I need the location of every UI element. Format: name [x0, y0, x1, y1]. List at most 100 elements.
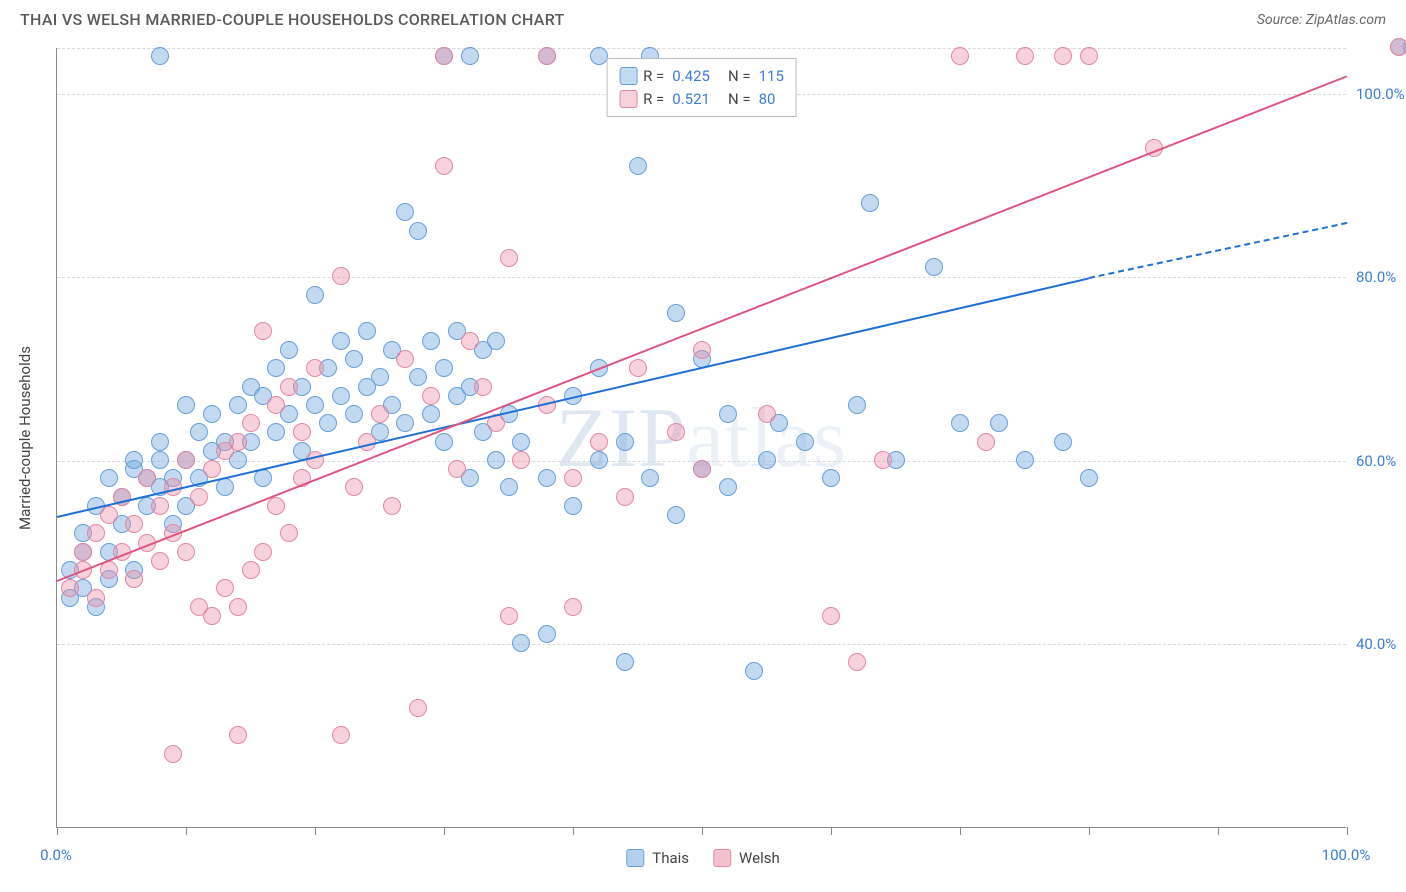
data-point: [641, 469, 659, 487]
data-point: [267, 396, 285, 414]
data-point: [564, 497, 582, 515]
data-point: [500, 478, 518, 496]
x-tick: [186, 827, 187, 835]
source-attribution: Source: ZipAtlas.com: [1257, 12, 1386, 28]
data-point: [487, 451, 505, 469]
data-point: [190, 423, 208, 441]
data-point: [512, 634, 530, 652]
data-point: [332, 267, 350, 285]
legend-n-value: 115: [759, 65, 784, 88]
data-point: [693, 460, 711, 478]
y-axis-label: Married-couple Households: [16, 346, 34, 530]
data-point: [848, 396, 866, 414]
data-point: [629, 359, 647, 377]
data-point: [435, 47, 453, 65]
data-point: [125, 451, 143, 469]
data-point: [280, 341, 298, 359]
data-point: [422, 405, 440, 423]
legend-row: R =0.521N =80: [619, 88, 784, 111]
data-point: [538, 625, 556, 643]
data-point: [693, 341, 711, 359]
data-point: [306, 359, 324, 377]
y-tick-label: 100.0%: [1356, 85, 1406, 103]
data-point: [100, 469, 118, 487]
data-point: [332, 332, 350, 350]
data-point: [422, 387, 440, 405]
data-point: [667, 506, 685, 524]
data-point: [203, 607, 221, 625]
data-point: [667, 304, 685, 322]
data-point: [435, 157, 453, 175]
data-point: [538, 469, 556, 487]
data-point: [216, 579, 234, 597]
legend-swatch: [626, 849, 644, 867]
data-point: [1016, 47, 1034, 65]
data-point: [151, 433, 169, 451]
data-point: [396, 203, 414, 221]
y-axis-label-container: Married-couple Households: [10, 48, 40, 828]
data-point: [758, 451, 776, 469]
legend-row: R =0.425N =115: [619, 65, 784, 88]
data-point: [951, 414, 969, 432]
data-point: [306, 396, 324, 414]
data-point: [358, 322, 376, 340]
data-point: [616, 488, 634, 506]
data-point: [500, 607, 518, 625]
data-point: [925, 258, 943, 276]
data-point: [151, 47, 169, 65]
legend-item: Thais: [626, 849, 689, 867]
data-point: [474, 378, 492, 396]
legend-n-value: 80: [759, 88, 776, 111]
data-point: [229, 598, 247, 616]
x-tick: [1089, 827, 1090, 835]
data-point: [500, 249, 518, 267]
legend-label: Thais: [652, 849, 689, 867]
data-point: [267, 423, 285, 441]
data-point: [345, 405, 363, 423]
data-point: [87, 589, 105, 607]
data-point: [280, 524, 298, 542]
x-tick-label: 100.0%: [1322, 846, 1371, 864]
legend-swatch: [619, 67, 637, 85]
data-point: [151, 451, 169, 469]
legend-swatch: [619, 90, 637, 108]
data-point: [396, 350, 414, 368]
trendline: [57, 76, 1348, 583]
trendline: [1089, 222, 1347, 279]
data-point: [512, 451, 530, 469]
data-point: [319, 414, 337, 432]
x-tick: [1218, 827, 1219, 835]
data-point: [564, 469, 582, 487]
data-point: [151, 552, 169, 570]
data-point: [383, 497, 401, 515]
data-point: [254, 322, 272, 340]
data-point: [461, 332, 479, 350]
data-point: [745, 662, 763, 680]
legend-r-value: 0.425: [672, 65, 710, 88]
data-point: [1080, 47, 1098, 65]
data-point: [138, 469, 156, 487]
x-tick: [702, 827, 703, 835]
data-point: [177, 396, 195, 414]
data-point: [280, 378, 298, 396]
data-point: [254, 469, 272, 487]
data-point: [1390, 38, 1406, 56]
data-point: [100, 506, 118, 524]
x-tick: [57, 827, 58, 835]
data-point: [61, 579, 79, 597]
data-point: [435, 433, 453, 451]
data-point: [229, 726, 247, 744]
data-point: [487, 332, 505, 350]
legend-r-label: R =: [643, 65, 664, 88]
data-point: [629, 157, 647, 175]
data-point: [796, 433, 814, 451]
data-point: [435, 359, 453, 377]
x-tick: [960, 827, 961, 835]
data-point: [345, 478, 363, 496]
gridline: [57, 644, 1346, 645]
data-point: [306, 286, 324, 304]
chart-header: THAI VS WELSH MARRIED-COUPLE HOUSEHOLDS …: [0, 0, 1406, 37]
data-point: [229, 433, 247, 451]
data-point: [151, 497, 169, 515]
data-point: [332, 387, 350, 405]
